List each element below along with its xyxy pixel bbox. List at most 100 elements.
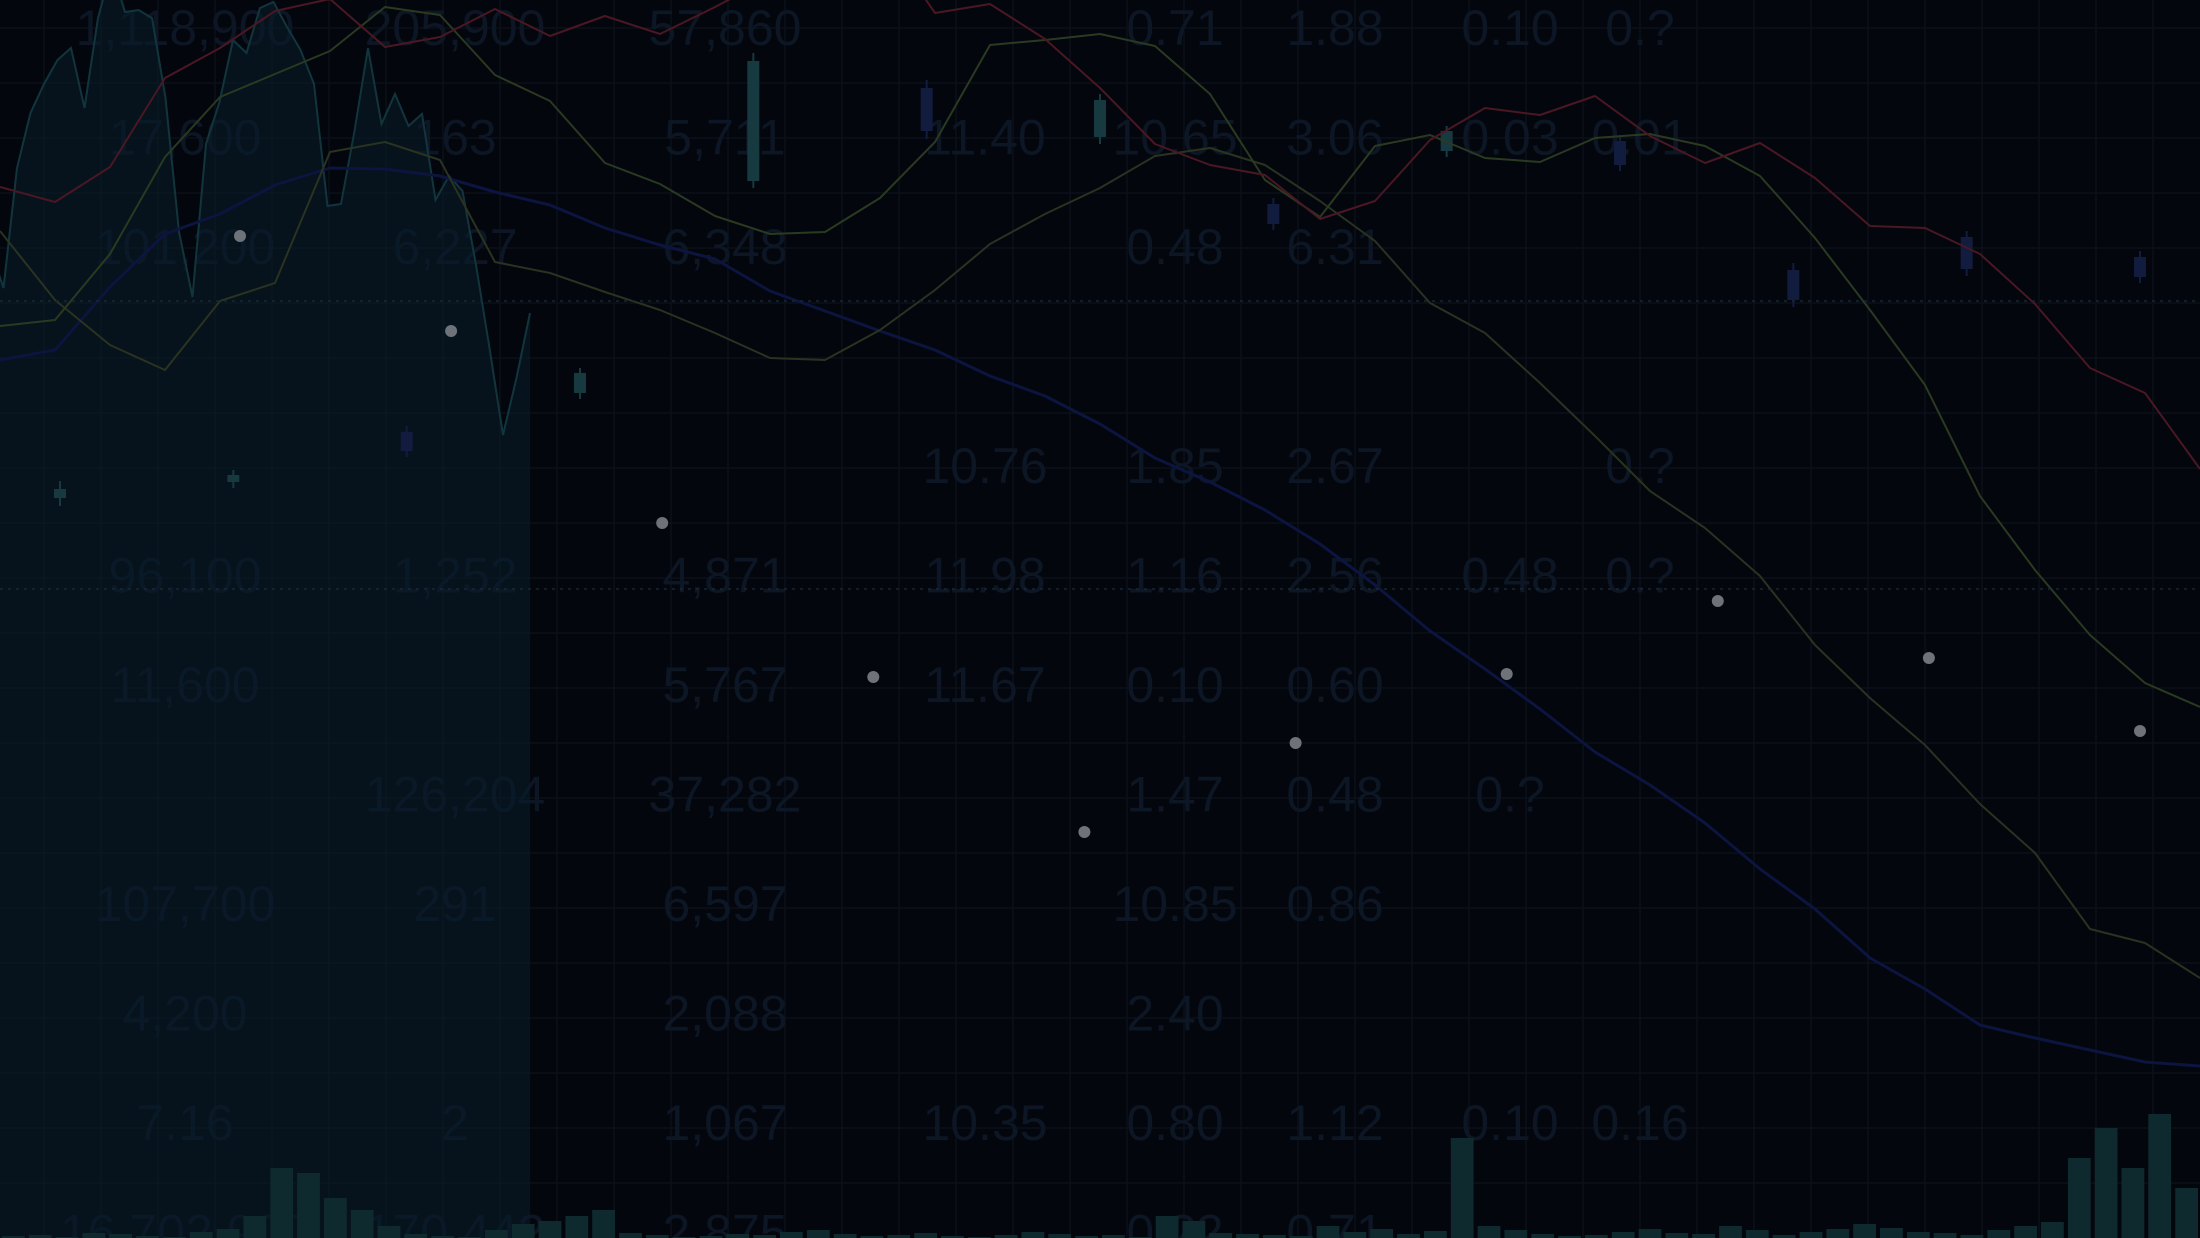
candle-body [920,88,933,131]
oscillator-line [0,0,2200,470]
volume-bar [1263,1235,1286,1238]
volume-bar [1745,1230,1769,1238]
table-number-cell: 0.71 [1126,0,1223,56]
volume-bar [941,1236,964,1238]
volume-bar [297,1173,320,1238]
volume-bar [914,1233,937,1238]
table-number-cell: 5,767 [662,657,787,713]
table-number-cell: 2.40 [1126,986,1223,1042]
price-area-line [0,0,531,436]
candle-body [400,432,413,451]
volume-bar [2,1236,25,1238]
table-number-cell: 0.48 [1126,219,1223,275]
table-number-cell: 0.10 [1461,0,1558,56]
candle-body [1614,141,1626,165]
volume-bar [1450,1138,1474,1238]
marker-point [867,671,880,683]
marker-point [1500,668,1513,680]
price-area-fill [0,0,530,1238]
volume-bars [2,1114,2198,1238]
table-number-cell: 0.? [1475,767,1545,823]
volume-bar [1182,1221,1206,1238]
candle-body [1960,237,1973,269]
table-number-cell: 6.31 [1286,219,1383,275]
volume-bar [1504,1230,1528,1238]
table-number-cell: 11.40 [924,110,1045,166]
volume-bar [806,1230,830,1238]
table-number-cell: 11.98 [924,548,1045,604]
volume-bar [1692,1234,1715,1238]
volume-bar [324,1198,347,1238]
volume-bar [82,1233,106,1238]
marker-point [1922,652,1935,664]
table-number-cell: 0.80 [1126,1095,1223,1151]
table-number-cell: 1.12 [1286,1095,1383,1151]
reference-lines [0,300,2200,590]
volume-bar [1316,1226,1340,1238]
table-number-cell: 0.03 [1461,110,1558,166]
candle-body [1094,100,1106,137]
table-number-cell: 2.67 [1286,438,1383,494]
table-number-cell: 37,282 [649,767,802,823]
volume-bar [189,1232,213,1238]
table-number-cell: 0.10 [1461,1095,1558,1151]
table-number-cell: 1,067 [662,1095,787,1151]
candle-body [54,489,66,498]
volume-bar [726,1234,750,1238]
table-number-cell: 0.86 [1286,876,1383,932]
volume-bar [1021,1232,1045,1238]
volume-bar [350,1210,374,1238]
volume-bar [216,1229,240,1238]
volume-bar [619,1233,642,1238]
volume-bar [1424,1231,1447,1238]
table-number-cell: 2,088 [662,986,787,1042]
volume-bar [1826,1229,1850,1238]
candle-body [2134,257,2146,277]
table-number-cell: 6,348 [662,219,787,275]
volume-bar [1799,1232,1823,1238]
ma-mid-line [0,141,2200,979]
table-number-cell: 4,871 [662,548,787,604]
volume-bar [377,1226,401,1238]
table-number-cell: 1.88 [1286,0,1383,56]
volume-bar [1584,1235,1608,1238]
volume-bar [109,1234,133,1238]
volume-bar [1155,1216,1179,1238]
table-number-cell: 0.? [1605,548,1675,604]
volume-bar [404,1234,428,1238]
table-number-cell: 10.65 [1112,110,1237,166]
volume-bar [1102,1235,1125,1238]
volume-bar [1048,1234,1072,1238]
table-number-cell: 3.06 [1286,110,1383,166]
volume-bar [833,1234,857,1238]
volume-bar [699,1236,723,1238]
table-number-cell: 10.76 [922,438,1047,494]
volume-bar [1933,1233,1957,1238]
price-area [0,0,531,1238]
volume-bar [592,1210,615,1238]
volume-bar [136,1236,159,1238]
volume-bar [1397,1234,1420,1238]
volume-bar [270,1168,294,1238]
marker-points [234,230,2146,838]
table-number-cell: 0.? [1605,438,1675,494]
table-number-cell: 6,597 [662,876,787,932]
volume-bar [645,1235,669,1238]
volume-bar [860,1236,884,1238]
table-number-cell: 0.16 [1591,1095,1688,1151]
marker-point [445,325,458,337]
volume-bar [2067,1158,2091,1238]
table-number-cell: 0.48 [1286,767,1383,823]
table-number-cell: 1.47 [1126,767,1223,823]
volume-bar [1853,1224,1876,1238]
volume-bar [887,1235,911,1238]
volume-bar [1343,1232,1367,1238]
volume-bar [1611,1232,1635,1238]
volume-bar [28,1235,52,1238]
marker-point [234,230,246,242]
table-number-cell: 0.48 [1461,548,1558,604]
volume-bar [1880,1228,1903,1238]
candle-body [1787,270,1800,300]
table-number-cell: 0.60 [1286,657,1383,713]
